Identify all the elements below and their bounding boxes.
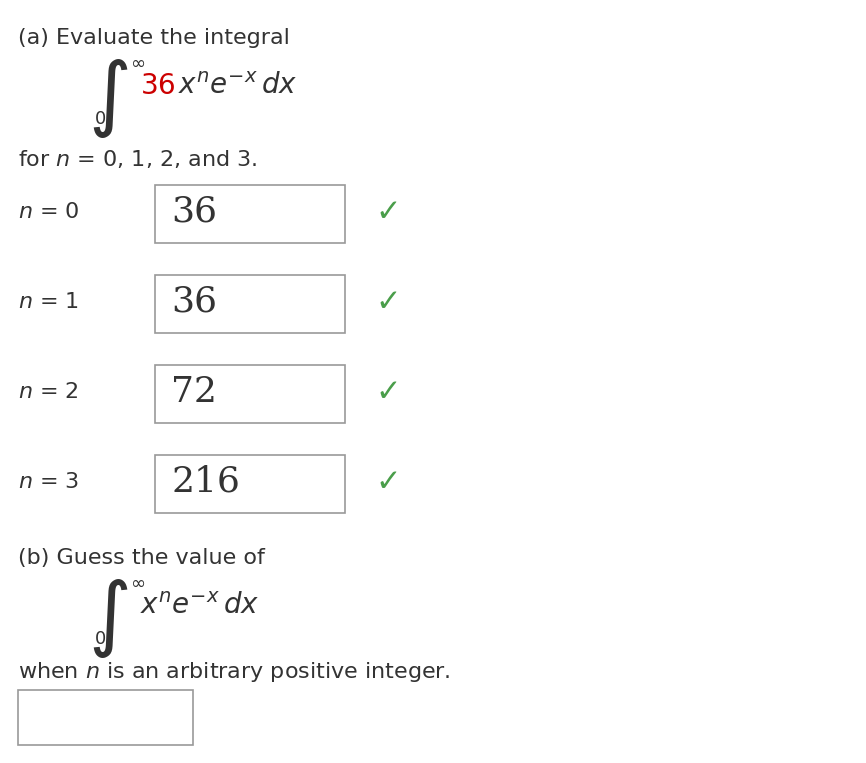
Text: $\mathit{36}$: $\mathit{36}$ [140,72,176,100]
Text: $\mathit{n}$ = 0: $\mathit{n}$ = 0 [18,202,80,222]
Text: 36: 36 [171,285,217,319]
Text: 72: 72 [171,375,216,409]
Text: $0$: $0$ [94,630,106,648]
Text: $x^n e^{-x}\,dx$: $x^n e^{-x}\,dx$ [178,72,297,100]
Text: (a) Evaluate the integral: (a) Evaluate the integral [18,28,290,48]
Text: $\infty$: $\infty$ [130,574,145,592]
Bar [155,275,345,333]
Text: $x^n e^{-x}\,dx$: $x^n e^{-x}\,dx$ [140,592,259,620]
Text: $\mathit{n}$ = 2: $\mathit{n}$ = 2 [18,382,79,402]
Text: $0$: $0$ [94,110,106,128]
Text: ✓: ✓ [375,288,400,317]
Text: for $\mathit{n}$ = 0, 1, 2, and 3.: for $\mathit{n}$ = 0, 1, 2, and 3. [18,148,257,170]
Text: $\int$: $\int$ [87,58,128,140]
Text: $\mathit{n}$ = 3: $\mathit{n}$ = 3 [18,472,80,492]
Bar [18,690,193,745]
Text: ✓: ✓ [375,378,400,407]
Text: $\mathit{n}$ = 1: $\mathit{n}$ = 1 [18,292,79,312]
Text: ✓: ✓ [375,468,400,497]
Text: $\infty$: $\infty$ [130,54,145,72]
Text: ✓: ✓ [375,198,400,227]
Bar [155,455,345,513]
Text: 216: 216 [171,465,240,499]
Bar [155,365,345,423]
Text: $\int$: $\int$ [87,578,128,660]
Text: (b) Guess the value of: (b) Guess the value of [18,548,265,568]
Bar [155,185,345,243]
Text: 36: 36 [171,195,217,229]
Text: when $\mathit{n}$ is an arbitrary positive integer.: when $\mathit{n}$ is an arbitrary positi… [18,660,450,684]
